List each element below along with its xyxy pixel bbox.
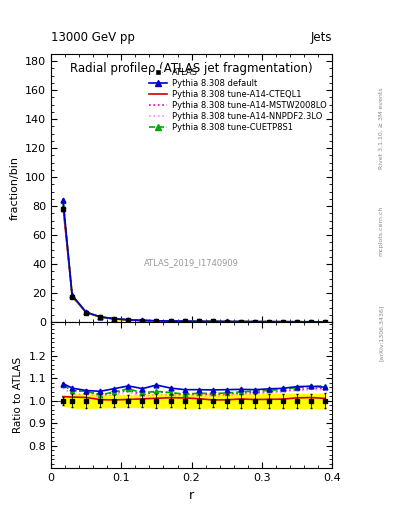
Y-axis label: fraction/bin: fraction/bin [9,156,20,220]
Y-axis label: Ratio to ATLAS: Ratio to ATLAS [13,357,23,433]
Legend: ATLAS, Pythia 8.308 default, Pythia 8.308 tune-A14-CTEQL1, Pythia 8.308 tune-A14: ATLAS, Pythia 8.308 default, Pythia 8.30… [147,66,328,134]
Text: Radial profileρ (ATLAS jet fragmentation): Radial profileρ (ATLAS jet fragmentation… [70,62,313,75]
Text: Jets: Jets [310,31,332,44]
Text: mcplots.cern.ch: mcplots.cern.ch [379,205,384,255]
Text: 13000 GeV pp: 13000 GeV pp [51,31,135,44]
Text: ATLAS_2019_I1740909: ATLAS_2019_I1740909 [144,259,239,268]
Text: [arXiv:1306.3436]: [arXiv:1306.3436] [379,305,384,361]
Text: Rivet 3.1.10, ≥ 3M events: Rivet 3.1.10, ≥ 3M events [379,87,384,169]
X-axis label: r: r [189,489,194,502]
